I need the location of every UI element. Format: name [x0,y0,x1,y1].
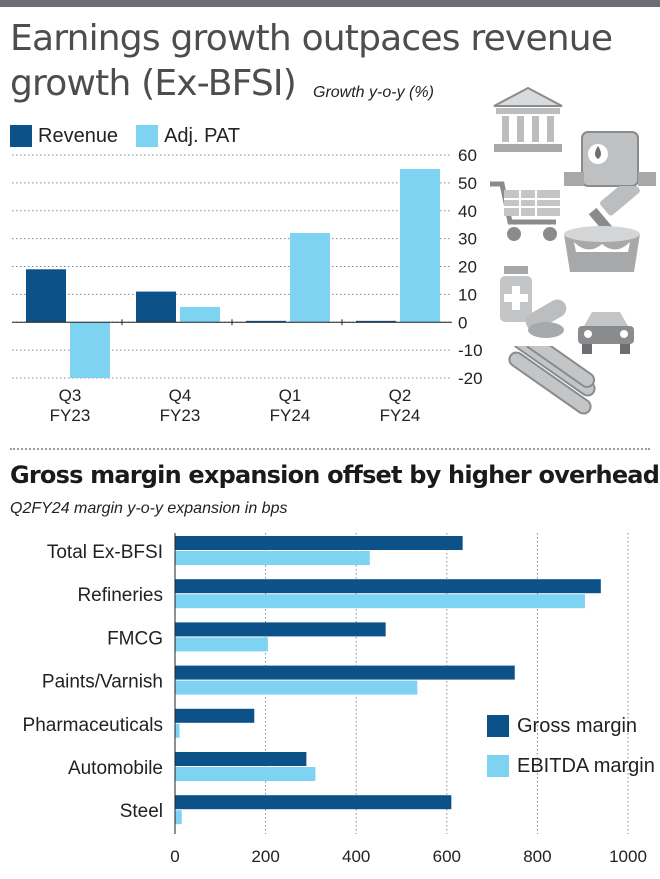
chart1-ytick-label: 50 [458,174,477,193]
section-divider [10,448,650,450]
chart1-ytick-label: 20 [458,258,477,277]
chart2-legend: Gross margin EBITDA margin [487,713,655,793]
medicine-icon [500,266,567,338]
car-icon [578,312,634,354]
chart1-xtick-label: FY23 [160,406,201,425]
chart2-xtick-label: 1000 [609,847,647,866]
chart2-xtick-label: 400 [342,847,370,866]
chart2-category-label: Total Ex-BFSI [47,542,163,563]
chart2-bar-gross-margin-paints-varnish [175,665,515,680]
chart1-xtick-label: FY24 [270,406,311,425]
chart2-bar-gross-margin-refineries [175,579,601,594]
legend-swatch-ebitda-margin [487,755,509,777]
chart2-title: Gross margin expansion offset by higher … [10,461,660,489]
chart1-subtitle: Growth y-o-y (%) [313,84,434,101]
chart2-bar-ebitda-margin-fmcg [175,637,268,652]
chart1-xtick-label: Q3 [59,386,82,405]
legend-label-adj-pat: Adj. PAT [164,124,241,147]
legend-label-gross-margin: Gross margin [517,714,638,737]
chart2-xtick-label: 600 [433,847,461,866]
chart1-xtick-label: Q2 [389,386,412,405]
legend-label-revenue: Revenue [38,124,119,147]
chart2-bar-ebitda-margin-paints-varnish [175,680,418,695]
chart2-bar-gross-margin-total-ex-bfsi [175,536,463,550]
chart2-bar-gross-margin-fmcg [175,622,386,637]
chart2-bar-ebitda-margin-pharmaceuticals [175,723,180,738]
chart1-ytick-label: 10 [458,285,477,304]
chart1-bar-revenue-0 [26,269,66,323]
chart2-category-label: Refineries [77,585,163,606]
chart2-bar-ebitda-margin-steel [175,810,182,825]
chart1-xtick-label: Q1 [279,386,302,405]
legend-swatch-revenue [10,125,32,147]
top-bar [0,0,660,7]
chart2-category-label: Steel [120,801,163,822]
chart2-xtick-label: 800 [523,847,551,866]
chart2-category-label: Pharmaceuticals [23,715,163,736]
chart2-xtick-label: 200 [251,847,279,866]
shopping-cart-icon [490,181,560,241]
legend-item-gross-margin: Gross margin [487,713,655,739]
chart1-bar-revenue-3 [356,320,396,323]
chart2-bar-gross-margin-steel [175,795,452,810]
chart1-ytick-label: -10 [458,341,483,360]
chart1-bar-adj-pat-1 [180,306,220,323]
paint-bucket-icon [564,186,640,272]
chart1-bar-adj-pat-3 [400,168,440,323]
chart2-bar-gross-margin-pharmaceuticals [175,708,255,723]
bank-icon [493,86,563,152]
chart1-ytick-label: -20 [458,369,483,388]
legend-item-revenue: Revenue [10,125,118,148]
chart1-xtick-label: FY24 [380,406,421,425]
steel-pipes-icon [508,346,596,415]
chart1-xtick-label: FY23 [50,406,91,425]
chart1-legend: Revenue Adj. PAT [10,123,258,149]
chart1-ytick-label: 40 [458,202,477,221]
chart2-category-label: Automobile [68,758,163,779]
chart1-xtick-label: Q4 [169,386,192,405]
chart2-bar-ebitda-margin-automobile [175,767,316,781]
legend-swatch-gross-margin [487,715,509,737]
legend-item-ebitda-margin: EBITDA margin [487,753,655,779]
chart2-bar-ebitda-margin-total-ex-bfsi [175,551,370,565]
legend-swatch-adj-pat [136,125,159,147]
legend-label-ebitda-margin: EBITDA margin [517,754,655,777]
chart2-category-label: Paints/Varnish [42,672,163,693]
legend-item-adj-pat: Adj. PAT [136,125,240,148]
chart1-title-line1: Earnings growth outpaces revenue [10,18,613,59]
chart1-bar-revenue-2 [246,320,286,323]
chart2-bar-gross-margin-automobile [175,752,307,766]
chart2-bar-ebitda-margin-refineries [175,594,585,609]
chart2-xtick-label: 0 [170,847,179,866]
chart1-title-line2: growth (Ex-BFSI) [10,63,297,104]
chart1-bar-revenue-1 [136,291,176,323]
chart1-ytick-label: 60 [458,146,477,165]
chart1-title: Earnings growth outpaces revenue growth … [10,16,613,106]
chart1-ytick-label: 0 [458,313,467,332]
chart1-ytick-label: 30 [458,230,477,249]
chart2-category-label: FMCG [107,628,163,649]
chart2-subtitle: Q2FY24 margin y-o-y expansion in bps [10,500,288,517]
chart1-bar-adj-pat-0 [70,322,110,378]
chart1-bar-adj-pat-2 [290,233,330,323]
oil-tank-icon [564,131,656,187]
